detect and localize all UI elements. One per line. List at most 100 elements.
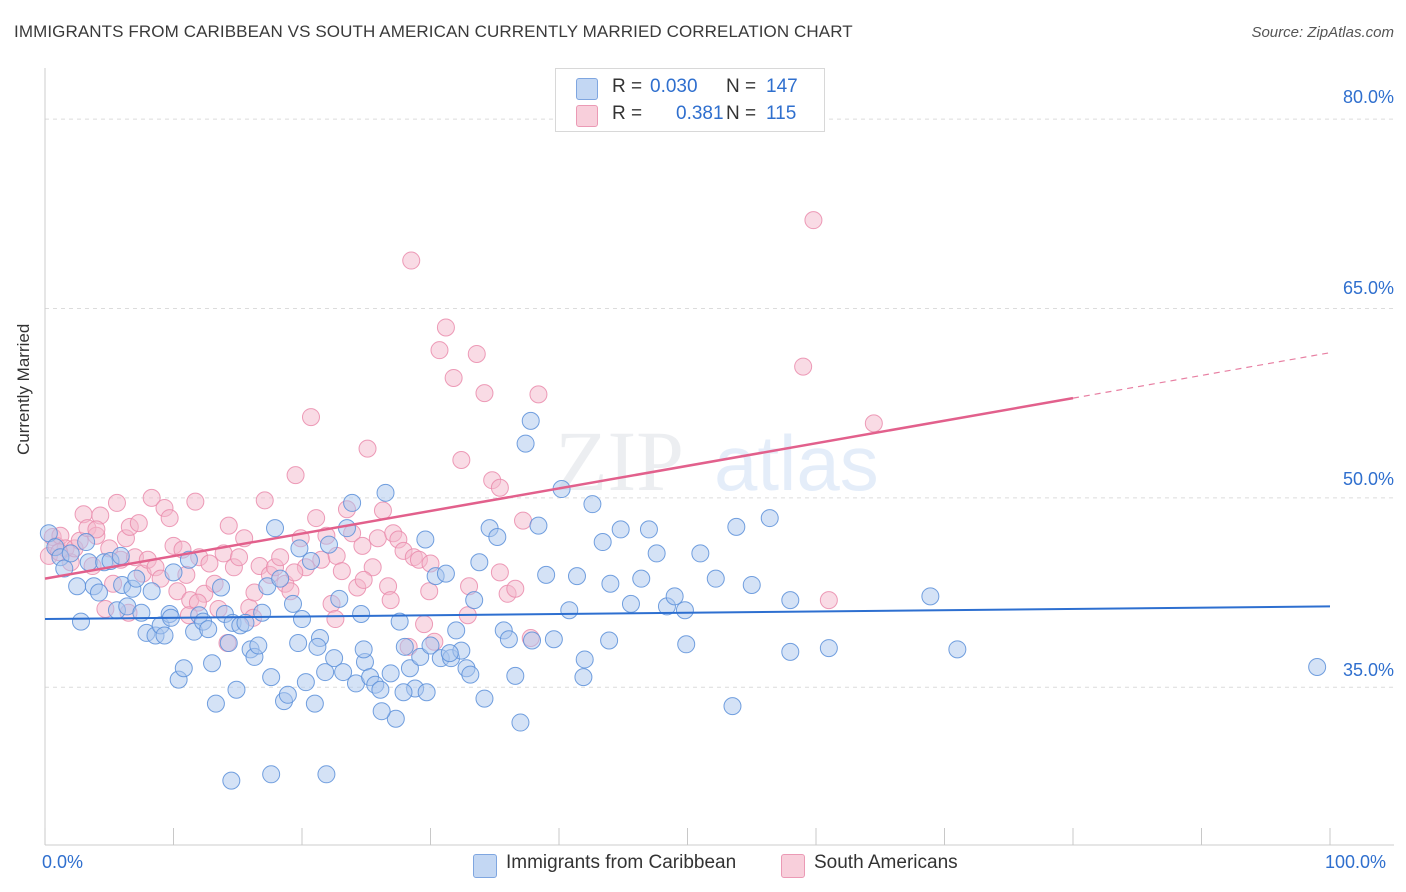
data-point	[544, 630, 563, 649]
trend-line-caribbean	[44, 605, 1331, 621]
data-point	[305, 694, 324, 713]
trend-line-south-americans	[44, 396, 1074, 580]
data-point	[278, 685, 297, 704]
data-point	[560, 601, 579, 620]
data-point	[354, 570, 373, 589]
data-point	[271, 548, 290, 567]
data-point	[727, 517, 746, 536]
legend-r-value: 0.030	[650, 76, 698, 97]
data-point	[142, 488, 161, 507]
data-point	[632, 569, 651, 588]
data-point	[284, 594, 303, 613]
data-point	[236, 613, 255, 632]
data-point	[621, 594, 640, 613]
data-point	[55, 559, 74, 578]
data-point	[199, 620, 218, 639]
data-point	[200, 554, 219, 573]
watermark-atlas: atlas	[714, 419, 879, 507]
data-point	[262, 668, 281, 687]
data-point	[262, 765, 281, 784]
stats-legend: R = 0.030 N = 147 R = 0.381 N = 115	[555, 68, 825, 132]
data-point	[447, 621, 466, 640]
data-point	[371, 680, 390, 699]
series-legend: Immigrants from Caribbean South American…	[0, 848, 1406, 882]
data-point	[222, 771, 241, 790]
data-point	[523, 631, 542, 650]
data-point	[430, 341, 449, 360]
data-point	[921, 587, 940, 606]
data-point	[77, 533, 96, 552]
data-point	[819, 591, 838, 610]
data-point	[212, 578, 231, 597]
data-point	[436, 564, 455, 583]
data-point	[706, 569, 725, 588]
data-point	[160, 509, 179, 528]
data-point	[132, 603, 151, 622]
data-point	[206, 694, 225, 713]
data-point	[317, 765, 336, 784]
y-tick-label: 80.0%	[1342, 87, 1394, 107]
data-point	[436, 318, 455, 337]
data-point	[301, 408, 320, 427]
data-point	[691, 544, 710, 563]
data-point	[326, 610, 345, 629]
data-point	[499, 630, 518, 649]
data-point	[111, 546, 130, 565]
data-point	[488, 528, 507, 546]
data-point	[290, 539, 309, 558]
data-point	[334, 663, 353, 682]
data-point	[307, 509, 326, 528]
data-point	[1308, 658, 1327, 677]
data-point	[421, 636, 440, 655]
data-point	[219, 634, 238, 653]
data-point	[465, 591, 484, 610]
data-point	[227, 680, 246, 699]
data-point	[168, 582, 187, 601]
data-point	[373, 501, 392, 520]
data-point	[253, 603, 272, 622]
data-point	[444, 368, 463, 387]
data-point	[386, 709, 405, 728]
source-label: Source: ZipAtlas.com	[1251, 24, 1394, 41]
data-point	[794, 357, 813, 376]
data-point	[452, 451, 471, 469]
y-tick-label: 50.0%	[1342, 469, 1394, 489]
x-tick-label-max: 100.0%	[1325, 852, 1387, 872]
data-point	[337, 519, 356, 538]
data-point	[665, 587, 684, 606]
watermark-zip: ZIP	[555, 413, 684, 509]
data-point	[255, 491, 274, 510]
data-point	[781, 591, 800, 610]
data-point	[353, 536, 372, 555]
data-point	[358, 439, 377, 458]
data-point	[416, 530, 435, 549]
data-point	[186, 492, 205, 511]
data-point	[301, 551, 320, 570]
data-point	[174, 659, 193, 678]
data-point	[107, 493, 126, 512]
data-point	[819, 639, 838, 658]
data-point	[390, 612, 409, 631]
data-point	[87, 520, 106, 539]
data-point	[647, 544, 666, 563]
data-point	[593, 533, 612, 552]
legend-swatch-blue	[473, 854, 497, 878]
y-tick-label: 65.0%	[1342, 278, 1394, 298]
x-tick-label-min: 0.0%	[42, 852, 84, 872]
data-point	[266, 519, 285, 538]
data-point	[395, 637, 414, 656]
data-point	[155, 626, 174, 645]
data-point	[574, 668, 593, 687]
data-point	[417, 683, 436, 702]
chart-title: IMMIGRANTS FROM CARIBBEAN VS SOUTH AMERI…	[14, 22, 853, 41]
data-point	[511, 713, 530, 732]
data-point	[368, 529, 387, 548]
legend-r-label: R =	[612, 76, 643, 97]
data-point	[475, 689, 494, 708]
data-point	[804, 211, 823, 230]
data-point	[330, 589, 349, 608]
data-point	[516, 434, 535, 453]
data-point	[68, 577, 87, 596]
data-point	[537, 565, 556, 584]
